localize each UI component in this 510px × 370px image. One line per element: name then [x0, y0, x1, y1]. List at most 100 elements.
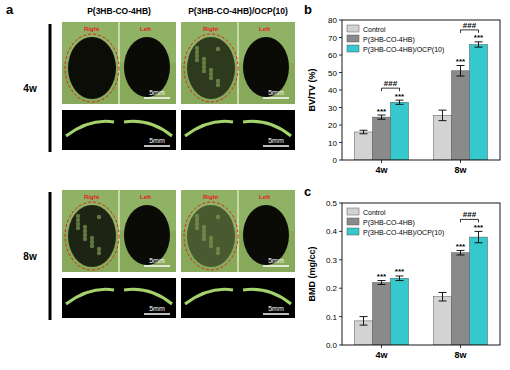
new-bone — [216, 247, 220, 251]
ct-profile: 5mm — [62, 278, 176, 318]
y-tick — [339, 288, 342, 289]
new-bone — [216, 215, 220, 219]
defect-right — [68, 205, 116, 267]
new-bone — [83, 233, 87, 237]
chart: 01020304050607080BV/TV (%)4w8w******###*… — [307, 16, 500, 175]
row-bar — [49, 192, 52, 320]
bone-background — [181, 190, 295, 272]
defect-left — [243, 37, 289, 97]
new-bone — [195, 222, 199, 226]
defect-right — [187, 37, 235, 99]
significance: *** — [474, 33, 484, 42]
error-bar — [475, 231, 483, 242]
y-tick-label: 0.4 — [326, 227, 338, 236]
profile-bone — [124, 289, 172, 304]
significance: ### — [384, 79, 398, 88]
ct-image: RightLeft5mm — [181, 22, 295, 104]
new-bone — [76, 222, 80, 226]
new-bone — [202, 57, 206, 61]
legend: ControlP(3HB-CO-4HB)P(3HB-CO-4HB)/OCP(10… — [347, 25, 444, 54]
scale-bar-label: 5mm — [149, 89, 165, 96]
y-tick — [339, 316, 342, 317]
y-tick-label: 60 — [328, 51, 337, 60]
new-bone — [195, 226, 199, 230]
profile-bone — [124, 121, 172, 136]
scale-bar-label: 5mm — [149, 305, 165, 312]
significance-bracket — [461, 219, 479, 222]
y-tick — [339, 345, 342, 346]
error-bar — [396, 276, 404, 281]
side-label: Left — [140, 26, 151, 32]
new-bone — [195, 50, 199, 54]
x-tick — [381, 345, 382, 348]
significance: *** — [395, 92, 405, 101]
bar — [373, 283, 391, 345]
y-tick-label: 0 — [333, 156, 338, 165]
legend-swatch — [347, 208, 359, 215]
new-bone — [97, 247, 101, 251]
row-label: 4w — [23, 83, 37, 94]
new-bone — [83, 225, 87, 229]
bone-background — [62, 190, 176, 272]
y-tick-label: 80 — [328, 16, 337, 25]
significance: *** — [456, 57, 466, 66]
y-tick-label: 20 — [328, 121, 337, 130]
scale-bar-label: 5mm — [149, 137, 165, 144]
profile-bone — [185, 289, 233, 304]
legend-swatch — [347, 218, 359, 225]
legend-swatch — [347, 35, 359, 42]
scale-bar — [263, 145, 289, 147]
ct-profile: 5mm — [62, 110, 176, 150]
defect-outline — [65, 202, 119, 270]
error-bar — [360, 317, 368, 326]
scale-bar — [144, 97, 170, 99]
bar — [434, 297, 452, 345]
profile-bone — [185, 121, 233, 136]
scale-bar — [263, 97, 289, 99]
error-bar — [378, 281, 386, 285]
error-bar — [439, 292, 447, 301]
legend-swatch — [347, 45, 359, 52]
bar — [470, 45, 488, 161]
legend: ControlP(3HB-CO-4HB)P(3HB-CO-4HB)/OCP(10… — [347, 208, 444, 237]
defect-outline — [65, 34, 119, 102]
defect-right — [68, 37, 116, 99]
new-bone — [202, 229, 206, 233]
x-tick-label: 8w — [454, 165, 467, 175]
side-label: Right — [84, 26, 99, 32]
y-tick — [339, 55, 342, 56]
x-tick-label: 8w — [454, 350, 467, 360]
panel-label: b — [304, 2, 312, 17]
y-tick-label: 30 — [328, 104, 337, 113]
error-bar — [475, 42, 483, 47]
legend-label: Control — [363, 209, 386, 216]
side-label: Left — [259, 194, 270, 200]
new-bone — [209, 72, 213, 76]
y-tick — [339, 160, 342, 161]
row-label: 8w — [23, 251, 37, 262]
profile-background — [62, 278, 176, 318]
y-tick — [339, 72, 342, 73]
y-tick-label: 0.0 — [326, 341, 338, 350]
side-label: Left — [259, 26, 270, 32]
new-bone — [209, 68, 213, 72]
x-tick-label: 4w — [375, 350, 388, 360]
plot-frame — [342, 20, 500, 160]
scale-bar — [144, 265, 170, 267]
panel-label: c — [304, 184, 311, 199]
significance: *** — [377, 272, 387, 281]
x-tick — [460, 160, 461, 163]
significance: *** — [456, 242, 466, 251]
significance: *** — [395, 267, 405, 276]
significance: *** — [377, 107, 387, 116]
scale-bar-label: 5mm — [268, 257, 284, 264]
profile-background — [181, 110, 295, 150]
scale-bar-label: 5mm — [268, 137, 284, 144]
new-bone — [209, 236, 213, 240]
y-tick — [339, 107, 342, 108]
bar — [434, 115, 452, 160]
chart: 0.00.10.20.30.40.5BMD (mg/cc)4w8w*******… — [307, 199, 500, 360]
new-bone — [76, 226, 80, 230]
ct-image: RightLeft5mm — [62, 190, 176, 272]
new-bone — [90, 236, 94, 240]
